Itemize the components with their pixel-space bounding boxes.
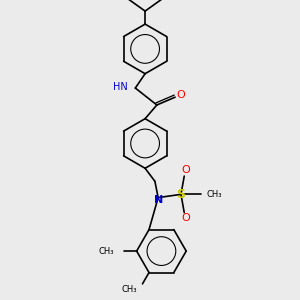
Text: O: O (177, 90, 185, 100)
Text: CH₃: CH₃ (206, 190, 222, 199)
Text: S: S (176, 188, 185, 201)
Text: CH₃: CH₃ (99, 247, 115, 256)
Text: HN: HN (113, 82, 128, 92)
Text: CH₃: CH₃ (121, 285, 136, 294)
Text: N: N (154, 195, 163, 205)
Text: O: O (182, 214, 190, 224)
Text: O: O (182, 165, 190, 175)
